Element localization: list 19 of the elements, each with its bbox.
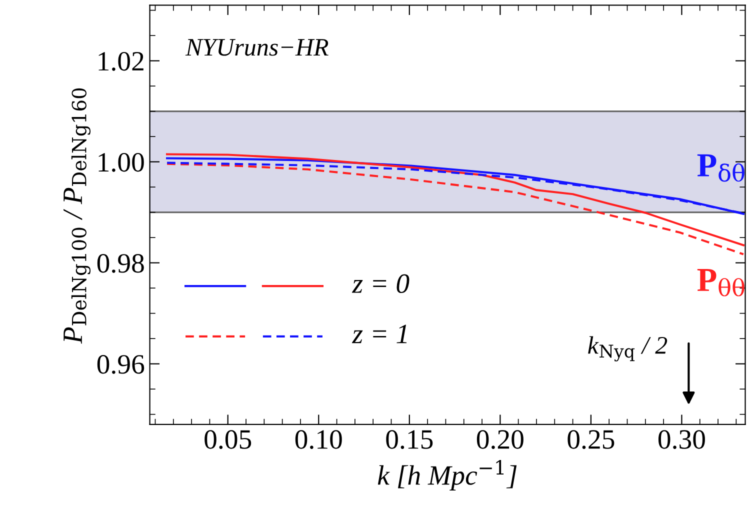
y-tick-label: 0.96 — [97, 355, 144, 374]
x-tick-label: 0.15 — [386, 430, 433, 449]
annotation: k$_{Nyq}$ / 2 — [588, 336, 668, 362]
y-tick-label: 1.02 — [98, 52, 144, 71]
x-axis-title: k [h Mpc$^{−1}$] — [378, 460, 517, 490]
line-series — [166, 153, 744, 246]
annotation: NYUruns−HR — [185, 39, 328, 56]
y-tick-label: 1.00 — [98, 152, 144, 172]
x-tick-label: 0.25 — [568, 430, 614, 449]
x-tick-label: 0.20 — [476, 430, 524, 449]
series-label: P$_{θθ}$ — [697, 269, 744, 296]
y-tick-label: 0.98 — [97, 254, 144, 273]
x-tick-label: 0.10 — [295, 430, 342, 449]
series-label: P$_{δθ}$ — [697, 154, 744, 182]
y-axis-title: P$_{DelNg100}$ / P$_{DelNg160}$ — [64, 88, 91, 344]
x-tick-label: 0.05 — [204, 430, 252, 449]
annotation: z = 1 — [352, 324, 407, 344]
annotation: z = 0 — [352, 274, 410, 294]
x-tick-label: 0.30 — [658, 430, 705, 449]
